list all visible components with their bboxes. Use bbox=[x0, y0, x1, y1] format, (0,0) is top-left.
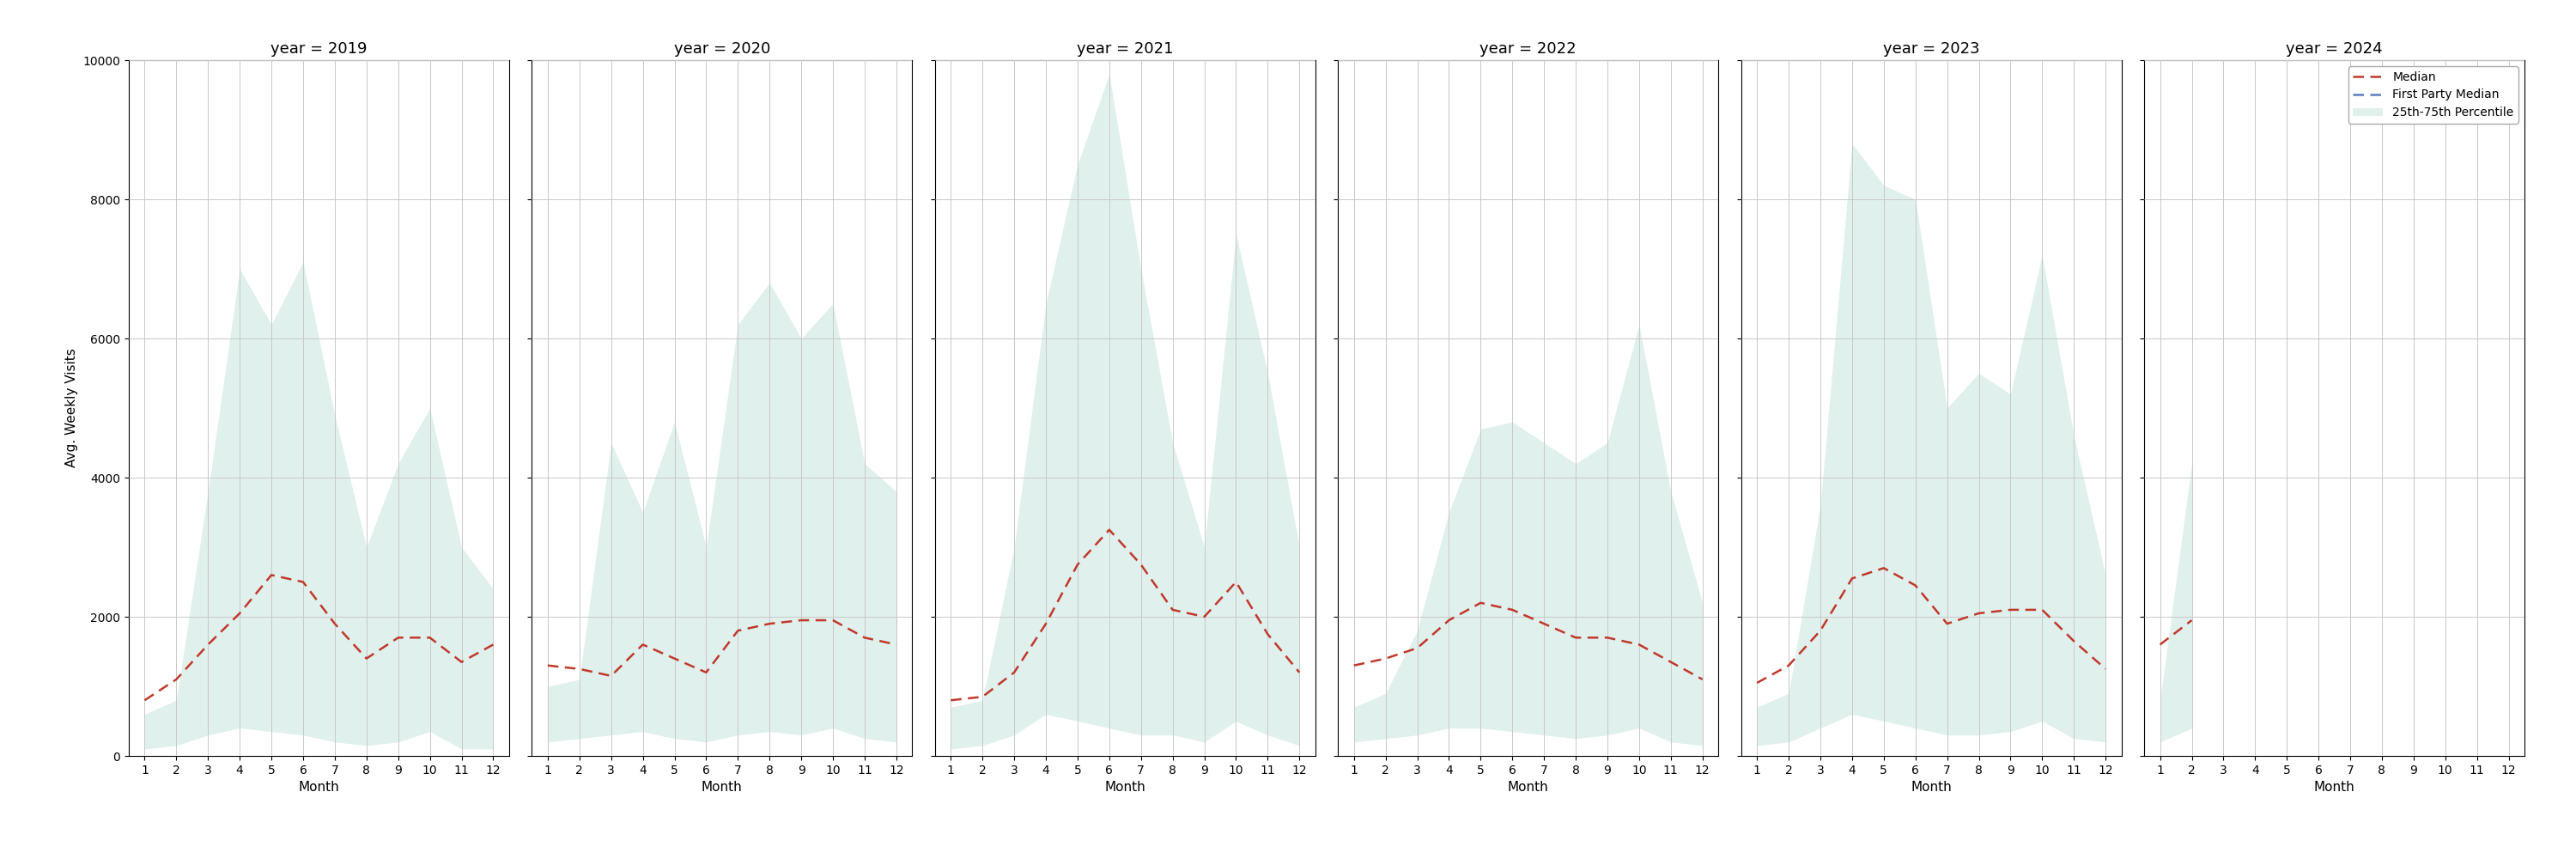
Median bbox=[721, 625, 752, 636]
Median bbox=[1687, 674, 1718, 685]
Median bbox=[817, 615, 848, 625]
Median bbox=[1190, 612, 1221, 622]
Median bbox=[2058, 636, 2089, 646]
Median bbox=[1963, 608, 1994, 618]
Median bbox=[690, 667, 721, 678]
Median bbox=[1283, 667, 1314, 678]
Median bbox=[129, 695, 160, 705]
X-axis label: Month: Month bbox=[1911, 781, 1953, 794]
Legend: Median, First Party Median, 25th-75th Percentile: Median, First Party Median, 25th-75th Pe… bbox=[2349, 66, 2519, 124]
X-axis label: Month: Month bbox=[2313, 781, 2354, 794]
Median bbox=[881, 639, 912, 649]
Median bbox=[1432, 615, 1463, 625]
Median bbox=[1932, 618, 1963, 629]
Median bbox=[2146, 639, 2177, 649]
Median bbox=[659, 654, 690, 664]
Title: year = 2023: year = 2023 bbox=[1883, 41, 1978, 57]
Title: year = 2024: year = 2024 bbox=[2285, 41, 2383, 57]
Median bbox=[1095, 525, 1126, 535]
Median bbox=[786, 615, 817, 625]
Line: Median: Median bbox=[1757, 568, 2105, 683]
Median bbox=[533, 661, 564, 671]
Median bbox=[1061, 559, 1092, 570]
Median bbox=[935, 695, 966, 705]
Median bbox=[850, 632, 881, 643]
Title: year = 2019: year = 2019 bbox=[270, 41, 368, 57]
Median bbox=[1994, 605, 2025, 615]
Median bbox=[2177, 615, 2208, 625]
Median bbox=[2089, 664, 2120, 674]
Median bbox=[319, 618, 350, 629]
Median bbox=[1772, 661, 1803, 671]
Median bbox=[1623, 639, 1654, 649]
Median bbox=[193, 639, 224, 649]
X-axis label: Month: Month bbox=[1507, 781, 1548, 794]
X-axis label: Month: Month bbox=[701, 781, 742, 794]
Median bbox=[1837, 573, 1868, 583]
Median bbox=[1901, 581, 1932, 591]
Median bbox=[564, 664, 595, 674]
Median bbox=[384, 632, 415, 643]
Median bbox=[1741, 678, 1772, 688]
Title: year = 2021: year = 2021 bbox=[1077, 41, 1175, 57]
Title: year = 2022: year = 2022 bbox=[1479, 41, 1577, 57]
X-axis label: Month: Month bbox=[299, 781, 340, 794]
Median bbox=[1252, 629, 1283, 639]
Median bbox=[629, 639, 659, 649]
Median bbox=[966, 691, 997, 702]
Median bbox=[1868, 563, 1899, 573]
Median bbox=[1806, 625, 1837, 636]
Median bbox=[595, 671, 626, 681]
Title: year = 2020: year = 2020 bbox=[675, 41, 770, 57]
X-axis label: Month: Month bbox=[1105, 781, 1146, 794]
Median bbox=[350, 654, 381, 664]
Median bbox=[1030, 618, 1061, 629]
Median bbox=[1656, 657, 1687, 667]
Median bbox=[1221, 577, 1252, 588]
Median bbox=[999, 667, 1030, 678]
Median bbox=[1157, 605, 1188, 615]
Median bbox=[1340, 661, 1370, 671]
Median bbox=[415, 632, 446, 643]
Median bbox=[160, 674, 191, 685]
Median bbox=[1370, 654, 1401, 664]
Line: Median: Median bbox=[1355, 603, 1703, 679]
Median bbox=[2027, 605, 2058, 615]
Median bbox=[446, 657, 477, 667]
Median bbox=[255, 570, 286, 580]
Median bbox=[755, 618, 786, 629]
Median bbox=[1561, 632, 1592, 643]
Median bbox=[1466, 598, 1497, 608]
Median bbox=[1401, 643, 1432, 653]
Median bbox=[289, 577, 319, 588]
Median bbox=[1497, 605, 1528, 615]
Median bbox=[477, 639, 507, 649]
Y-axis label: Avg. Weekly Visits: Avg. Weekly Visits bbox=[64, 349, 77, 467]
Median bbox=[1126, 559, 1157, 570]
Line: Median: Median bbox=[144, 575, 492, 700]
Line: Median: Median bbox=[951, 530, 1298, 700]
Line: Median: Median bbox=[549, 620, 896, 676]
Median bbox=[1592, 632, 1623, 643]
Median bbox=[1528, 618, 1558, 629]
Line: Median: Median bbox=[2161, 620, 2192, 644]
Median bbox=[224, 608, 255, 618]
